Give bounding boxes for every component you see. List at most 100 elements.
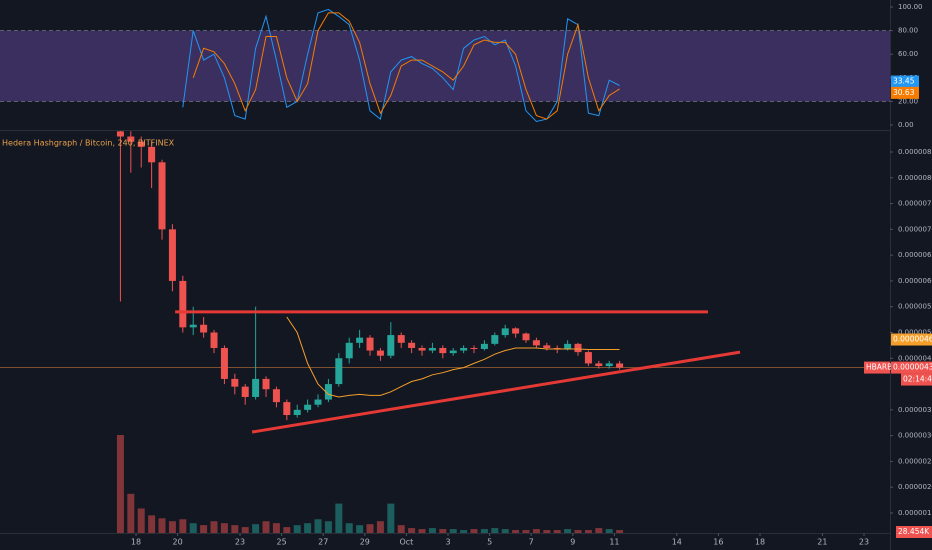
candle-body	[127, 136, 135, 142]
x-tick-label: 16	[713, 538, 723, 547]
candle-body	[605, 363, 613, 367]
volume-bar	[480, 529, 488, 533]
candle-body	[574, 343, 582, 353]
price-pane	[0, 131, 890, 434]
candle-body	[314, 399, 322, 405]
volume-bar	[304, 523, 312, 533]
x-tick-label: 11	[609, 538, 619, 547]
candle-body	[449, 350, 457, 354]
volume-bar	[428, 528, 436, 533]
candle-body	[293, 409, 301, 416]
volume-bar	[231, 525, 239, 533]
candle-body	[231, 378, 239, 387]
trendline	[251, 350, 741, 434]
x-tick-label: 18	[131, 538, 141, 547]
y-tick-label: 0.00000850	[898, 148, 932, 156]
volume-bar	[605, 529, 613, 533]
volume-bar	[522, 530, 530, 533]
y-tick-label: 0.00000150	[898, 509, 932, 517]
y-tick-label: 0.00000500	[898, 329, 932, 337]
x-tick-label: 3	[445, 538, 450, 547]
candle-body	[220, 347, 228, 379]
volume-bar	[314, 519, 322, 533]
volume-bar	[470, 529, 478, 533]
x-tick-label: 29	[360, 538, 370, 547]
candle-body	[522, 333, 530, 341]
volume-pane	[116, 435, 624, 533]
volume-bar	[335, 503, 343, 533]
volume-bar	[460, 530, 468, 533]
candle-body	[241, 386, 249, 397]
x-tick-label: 5	[487, 538, 492, 547]
y-tick-label: 0.00000700	[898, 225, 932, 233]
candle-body	[137, 141, 145, 147]
volume-bar	[252, 524, 260, 533]
volume-bar	[501, 529, 509, 533]
candle-body	[158, 162, 166, 230]
candle-body	[460, 347, 468, 351]
volume-bar	[532, 529, 540, 533]
candle-body	[179, 280, 187, 328]
x-tick-label: 23	[235, 538, 245, 547]
y-tick-label: 0.00000750	[898, 200, 932, 208]
y-tick-label: 0.00000650	[898, 251, 932, 259]
volume-bar	[241, 527, 249, 533]
x-tick-label: 25	[277, 538, 287, 547]
candle-body	[428, 347, 436, 351]
x-tick-label: 18	[755, 538, 765, 547]
candle-body	[116, 131, 124, 137]
candle-body	[584, 352, 592, 364]
candle-body	[168, 229, 176, 281]
candle-body	[439, 347, 447, 354]
countdown-tag-box	[901, 373, 932, 386]
chart-title: Hedera Hashgraph / Bitcoin, 240, BITFINE…	[2, 139, 175, 148]
y-tick-label: 0.00000200	[898, 483, 932, 491]
moving-average	[286, 316, 620, 398]
volume-bar	[200, 525, 208, 533]
volume-bar	[179, 519, 187, 533]
volume-bar	[584, 530, 592, 533]
y-tick-label: 0.00000250	[898, 457, 932, 465]
x-tick-label: 9	[570, 538, 575, 547]
candle-body	[304, 404, 312, 410]
symbol-tag: HBARBTC	[866, 363, 902, 372]
volume-bar	[366, 524, 374, 533]
y-tick-label: 0.00000550	[898, 303, 932, 311]
candle-body	[252, 378, 260, 397]
volume-bar	[449, 529, 457, 533]
y-tick-label: 0.00	[898, 121, 914, 129]
candle-body	[501, 328, 509, 336]
countdown-tag: 02:14:42	[903, 375, 932, 384]
last-price-tag-box	[891, 361, 932, 374]
candle-body	[366, 337, 374, 351]
x-tick-label: Oct	[399, 538, 413, 547]
candle-body	[532, 340, 540, 346]
candle-body	[512, 328, 520, 334]
oscillator-value-tag-box	[891, 86, 919, 99]
volume-bar	[595, 528, 603, 533]
volume-bar	[564, 529, 572, 533]
volume-bar	[158, 518, 166, 533]
candle-body	[543, 345, 551, 348]
candle-body	[356, 337, 364, 343]
volume-tag-box	[896, 526, 932, 538]
volume-bar	[324, 521, 332, 533]
candle-body	[189, 324, 197, 328]
candle-body	[345, 342, 353, 359]
candle-body	[408, 342, 416, 348]
volume-bar	[387, 503, 395, 533]
volume-bar	[418, 529, 426, 533]
y-tick-label: 0.00000600	[898, 277, 932, 285]
candle-body	[376, 350, 384, 356]
candle-body	[397, 335, 405, 343]
candle-body	[616, 363, 624, 368]
volume-bar	[220, 523, 228, 533]
candle-body	[480, 343, 488, 350]
candle-body	[262, 378, 270, 390]
candle-body	[335, 358, 343, 385]
volume-bar	[491, 528, 499, 533]
volume-bar	[543, 530, 551, 533]
candle-body	[553, 347, 561, 350]
volume-bar	[262, 521, 270, 533]
symbol-tag-box	[864, 361, 890, 374]
